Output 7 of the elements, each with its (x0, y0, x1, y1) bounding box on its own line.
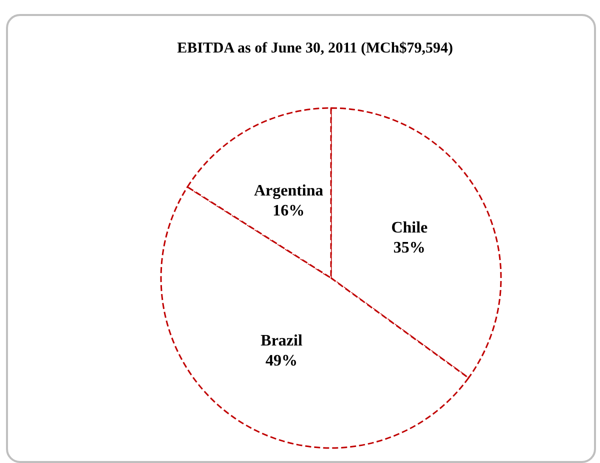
slice-label: Brazil (260, 332, 303, 350)
chart-title: EBITDA as of June 30, 2011 (MCh$79,594) (177, 40, 453, 56)
slice-label: Chile (391, 220, 428, 237)
data-label: 49% (266, 352, 298, 370)
data-label: 35% (393, 240, 426, 257)
slice-label: Argentina (254, 182, 324, 200)
data-label: 16% (272, 202, 305, 220)
